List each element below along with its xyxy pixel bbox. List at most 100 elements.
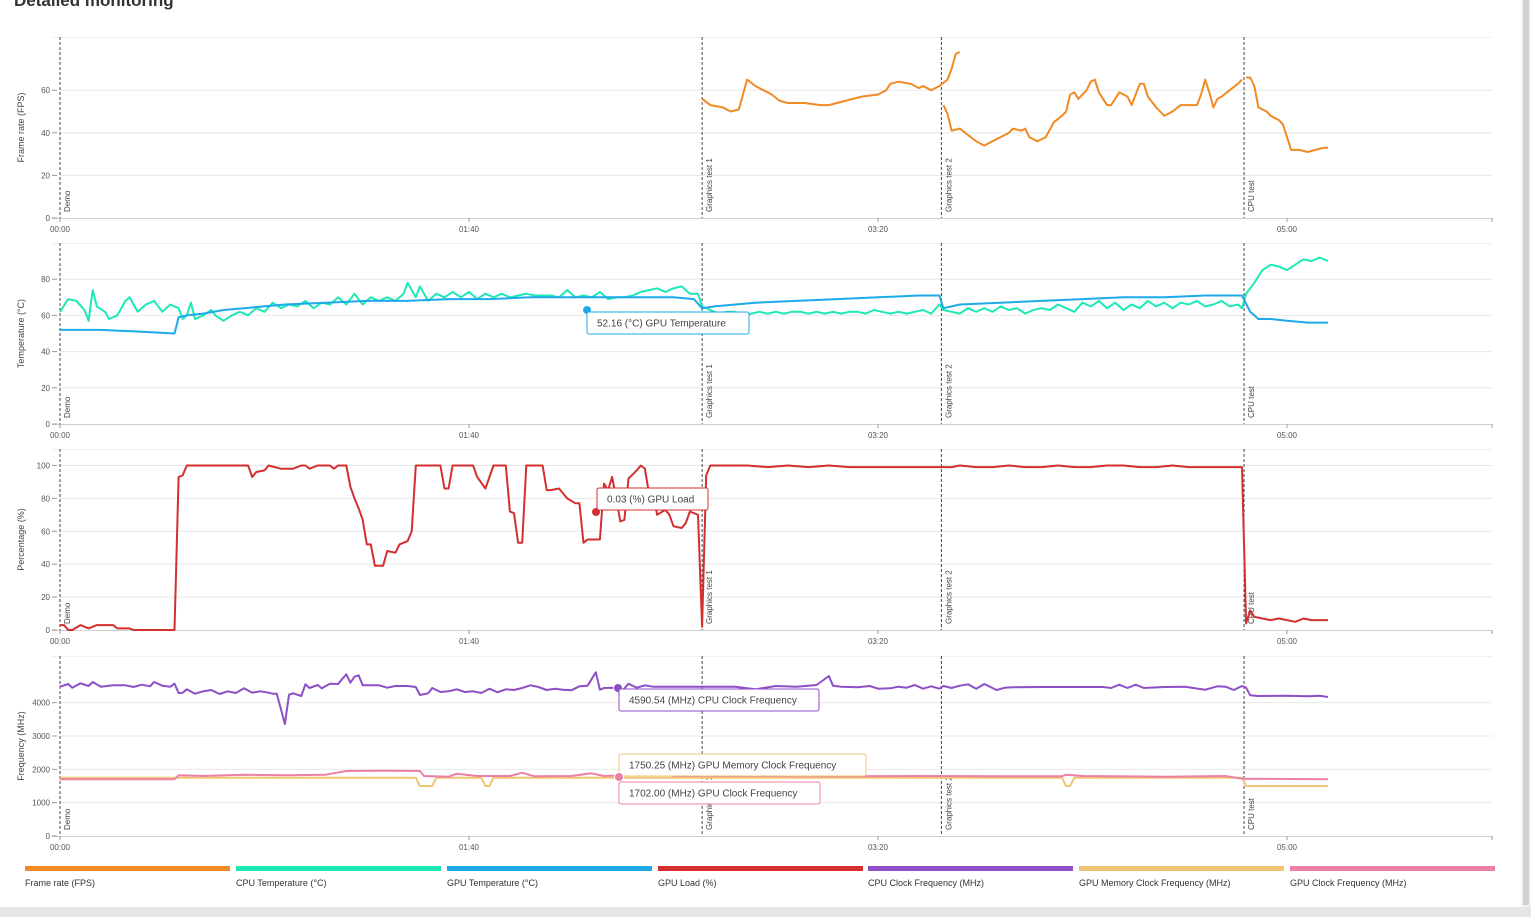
legend-item[interactable]: Frame rate (FPS) — [25, 866, 230, 896]
x-tick-label: 00:00 — [50, 843, 71, 852]
tooltip-gpu_temp: 52.16 (°C) GPU Temperature — [582, 305, 750, 335]
legend-item[interactable]: CPU Temperature (°C) — [236, 866, 441, 896]
y-tick-label: 0 — [46, 420, 51, 429]
x-tick-label: 03:20 — [868, 843, 889, 852]
y-tick-label: 60 — [41, 86, 50, 95]
y-tick-label: 60 — [41, 527, 50, 536]
x-tick-label: 01:40 — [459, 431, 480, 440]
y-tick-label: 0 — [46, 832, 51, 841]
x-tick-label: 01:40 — [459, 225, 480, 234]
legend-label: GPU Temperature (°C) — [447, 878, 538, 888]
legend-item[interactable]: GPU Clock Frequency (MHz) — [1290, 866, 1495, 896]
tooltip-box — [618, 753, 867, 777]
y-tick-label: 20 — [41, 593, 50, 602]
section-marker-label: Graphics test 1 — [705, 570, 714, 624]
section-marker-label: CPU test — [1247, 797, 1256, 830]
section-marker-label: CPU test — [1247, 385, 1256, 418]
legend-label: GPU Load (%) — [658, 878, 717, 888]
y-tick-label: 20 — [41, 384, 50, 393]
vertical-scrollbar[interactable] — [1521, 0, 1531, 917]
legend-item[interactable]: CPU Clock Frequency (MHz) — [868, 866, 1073, 896]
tooltip-text: 4590.54 (MHz) CPU Clock Frequency — [629, 696, 797, 707]
hover-point — [614, 772, 624, 782]
tooltip-cpu_clock: 4590.54 (MHz) CPU Clock Frequency — [613, 683, 820, 712]
legend-swatch — [658, 866, 863, 871]
legend-swatch — [447, 866, 652, 871]
chart-legend: Frame rate (FPS) CPU Temperature (°C) GPU … — [0, 866, 1521, 896]
y-tick-label: 40 — [41, 560, 50, 569]
x-tick-label: 03:20 — [868, 637, 889, 646]
x-tick-label: 05:00 — [1277, 843, 1298, 852]
legend-label: CPU Clock Frequency (MHz) — [868, 878, 985, 888]
legend-label: Frame rate (FPS) — [25, 878, 96, 888]
y-tick-label: 1000 — [32, 799, 50, 808]
x-tick-label: 03:20 — [868, 431, 889, 440]
section-marker-label: Graphics test 1 — [705, 364, 714, 418]
series-line-cpu_clock — [59, 671, 1329, 725]
x-tick-label: 05:00 — [1277, 431, 1298, 440]
series-line-gpu_mem_clock — [60, 776, 1328, 787]
y-axis-title: Frame rate (FPS) — [16, 92, 26, 162]
section-marker-label: Graphics test 2 — [944, 776, 953, 830]
tooltip-gpu_clock: 1702.00 (MHz) GPU Clock Frequency — [614, 772, 821, 805]
y-tick-label: 80 — [41, 494, 50, 503]
chart-panel-1: 0 20 40 60 00:00 01:40 03:20 05:00 Frame rate (F… — [16, 37, 1493, 234]
y-tick-label: 0 — [46, 214, 51, 223]
legend-swatch — [25, 866, 230, 871]
section-marker-label: Graphics test 2 — [944, 364, 953, 418]
legend-swatch — [236, 866, 441, 871]
legend-swatch — [868, 866, 1073, 871]
legend-label: CPU Temperature (°C) — [236, 878, 327, 888]
section-marker-label: Demo — [63, 396, 72, 418]
tooltip-box — [586, 311, 750, 335]
tooltip-gpu_load: 0.03 (%) GPU Load — [591, 487, 709, 517]
scrollbar-thumb[interactable] — [1523, 0, 1529, 905]
x-tick-label: 05:00 — [1277, 225, 1298, 234]
x-tick-label: 00:00 — [50, 637, 71, 646]
tooltip-box — [596, 487, 709, 511]
x-tick-label: 01:40 — [459, 637, 480, 646]
section-marker-label: Graphics test 1 — [705, 158, 714, 212]
y-axis-title: Temperature (°C) — [16, 299, 26, 368]
section-marker-label: Graphics test 2 — [944, 158, 953, 212]
y-tick-label: 100 — [37, 461, 51, 470]
section-marker-label: Demo — [63, 190, 72, 212]
series-line-fps — [1246, 76, 1328, 153]
section-marker-label: CPU test — [1247, 179, 1256, 212]
legend-item[interactable]: GPU Memory Clock Frequency (MHz) — [1079, 866, 1284, 896]
y-tick-label: 2000 — [32, 765, 50, 774]
y-tick-label: 40 — [41, 348, 50, 357]
monitoring-charts: 0 20 40 60 00:00 01:40 03:20 05:00 Frame rate (F… — [16, 37, 1493, 852]
chart-panel-2: 0 20 40 60 80 00:00 01:40 03:20 05:00 Temperature… — [16, 243, 1493, 440]
y-tick-label: 3000 — [32, 732, 50, 741]
tooltip-text: 1702.00 (MHz) GPU Clock Frequency — [629, 789, 797, 800]
y-tick-label: 20 — [41, 171, 50, 180]
y-tick-label: 60 — [41, 311, 50, 320]
x-tick-label: 03:20 — [868, 225, 889, 234]
y-axis-title: Frequency (MHz) — [16, 711, 26, 781]
x-tick-label: 05:00 — [1277, 637, 1298, 646]
legend-swatch — [1290, 866, 1495, 871]
legend-item[interactable]: GPU Load (%) — [658, 866, 863, 896]
y-tick-label: 40 — [41, 129, 50, 138]
tooltip-text: 1750.25 (MHz) GPU Memory Clock Frequency — [629, 761, 836, 772]
legend-label: GPU Clock Frequency (MHz) — [1290, 878, 1407, 888]
legend-item[interactable]: GPU Temperature (°C) — [447, 866, 652, 896]
chart-panel-3: 0 20 40 60 80 100 00:00 01:40 03:20 05:00 Percenta… — [16, 449, 1493, 646]
y-tick-label: 80 — [41, 275, 50, 284]
series-line-fps — [942, 78, 1243, 147]
series-line-gpu_load — [60, 464, 1328, 631]
series-line-fps — [701, 51, 961, 113]
tooltip-text: 0.03 (%) GPU Load — [607, 495, 694, 506]
page-title: Detailed monitoring — [14, 0, 174, 10]
bottom-edge — [0, 907, 1531, 917]
y-tick-label: 4000 — [32, 699, 50, 708]
tooltip-box — [618, 688, 820, 712]
series-line-gpu_temp — [60, 294, 1328, 335]
section-marker-label: CPU test — [1247, 591, 1256, 624]
y-tick-label: 0 — [46, 626, 51, 635]
legend-swatch — [1079, 866, 1284, 871]
tooltip-text: 52.16 (°C) GPU Temperature — [597, 319, 726, 330]
x-tick-label: 00:00 — [50, 225, 71, 234]
x-tick-label: 00:00 — [50, 431, 71, 440]
